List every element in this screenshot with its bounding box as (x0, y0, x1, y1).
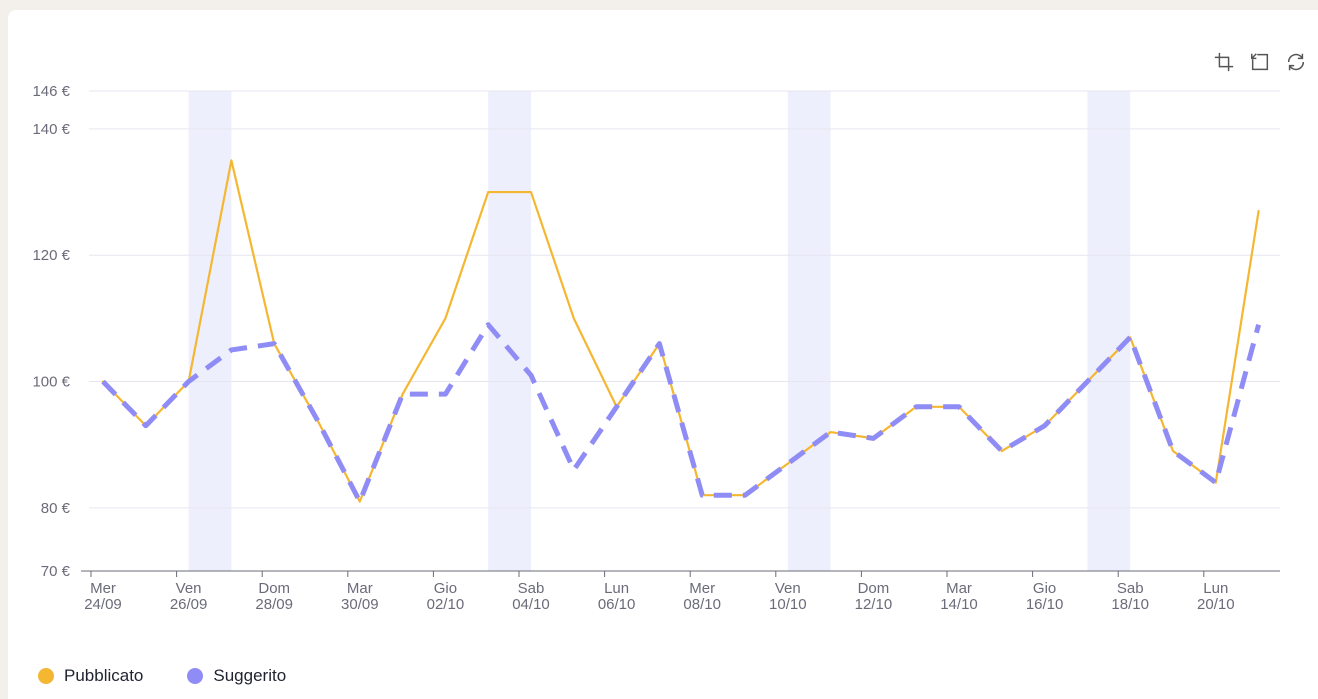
legend-item-pubblicato[interactable]: Pubblicato (38, 666, 143, 686)
x-tick-date: 08/10 (683, 596, 721, 613)
x-tick-label: Gio 16/10 (1026, 580, 1064, 613)
x-tick-date: 16/10 (1026, 596, 1064, 613)
chart-card: 146 €140 €120 €100 €80 €70 € Mer 24/09 Ven… (8, 10, 1318, 699)
x-tick-date: 26/09 (170, 596, 208, 613)
chart-legend: Pubblicato Suggerito (38, 666, 286, 686)
zoom-reset-icon (1251, 53, 1269, 71)
legend-label-pubblicato: Pubblicato (64, 666, 144, 685)
x-tick-day: Ven (775, 580, 801, 597)
legend-dot-pubblicato (38, 668, 54, 684)
x-tick-day: Sab (1117, 580, 1144, 597)
x-tick-day: Mar (946, 580, 972, 597)
x-tick-day: Gio (1033, 580, 1056, 597)
x-tick-date: 30/09 (341, 596, 379, 613)
series-lines (101, 159, 1262, 505)
x-tick-day: Dom (258, 580, 290, 597)
weekend-highlights (188, 91, 1131, 571)
x-tick-date: 20/10 (1197, 596, 1235, 613)
grid-lines (89, 90, 1280, 509)
x-tick-label: Mar 30/09 (341, 580, 379, 613)
x-tick-label: Dom 12/10 (855, 580, 893, 613)
y-tick-label: 120 € (32, 247, 70, 264)
y-tick-label: 140 € (32, 121, 70, 138)
chart-toolbar (1212, 50, 1308, 74)
x-tick-day: Lun (1203, 580, 1228, 597)
x-tick-date: 10/10 (769, 596, 807, 613)
x-tick-label: Sab 18/10 (1111, 580, 1149, 613)
x-tick-label: Sab 04/10 (512, 580, 550, 613)
y-tick-label: 70 € (41, 563, 71, 580)
x-tick-day: Lun (604, 580, 629, 597)
y-tick-label: 80 € (41, 500, 71, 517)
x-tick-label: Lun 06/10 (598, 580, 636, 613)
x-tick-label: Mar 14/10 (940, 580, 978, 613)
x-tick-label: Ven 26/09 (170, 580, 208, 613)
y-tick-label: 100 € (32, 374, 70, 391)
x-tick-date: 24/09 (84, 596, 122, 613)
x-tick-label: Ven 10/10 (769, 580, 807, 613)
x-tick-day: Mar (347, 580, 373, 597)
legend-item-suggerito[interactable]: Suggerito (187, 666, 286, 686)
x-tick-label: Gio 02/10 (427, 580, 465, 613)
zoom-reset-button[interactable] (1248, 50, 1272, 74)
x-tick-date: 14/10 (940, 596, 978, 613)
x-tick-day: Mer (90, 580, 116, 597)
y-tick-label: 146 € (32, 83, 70, 100)
series-line-suggerito (101, 322, 1262, 505)
x-tick-day: Ven (176, 580, 202, 597)
refresh-button[interactable] (1284, 50, 1308, 74)
x-tick-day: Mer (689, 580, 715, 597)
y-axis-ticks: 146 € 140 € 120 € 100 € 80 € 70 € (32, 83, 70, 580)
x-tick-label: Mer 24/09 (84, 580, 122, 613)
weekend-band-0 (188, 91, 232, 571)
weekend-band-3 (1087, 91, 1131, 571)
legend-dot-suggerito (187, 668, 204, 684)
legend-label-suggerito: Suggerito (213, 666, 287, 685)
x-tick-date: 06/10 (598, 596, 636, 613)
series-line-pubblicato (101, 159, 1260, 503)
x-tick-date: 18/10 (1111, 596, 1149, 613)
x-tick-date: 04/10 (512, 596, 550, 613)
x-tick-day: Sab (518, 580, 545, 597)
x-tick-label: Dom 28/09 (255, 580, 293, 613)
x-tick-date: 12/10 (855, 596, 893, 613)
x-tick-date: 28/09 (255, 596, 293, 613)
x-tick-label: Mer 08/10 (683, 580, 721, 613)
refresh-icon (1287, 53, 1305, 71)
x-tick-label: Lun 20/10 (1197, 580, 1235, 613)
weekend-band-2 (787, 91, 831, 571)
x-tick-day: Dom (858, 580, 890, 597)
x-tick-date: 02/10 (427, 596, 465, 613)
x-tick-day: Gio (434, 580, 457, 597)
crop-zoom-icon (1214, 52, 1234, 72)
price-line-chart: 146 €140 €120 €100 €80 €70 € Mer 24/09Ven… (32, 83, 1280, 613)
crop-zoom-button[interactable] (1212, 50, 1236, 74)
